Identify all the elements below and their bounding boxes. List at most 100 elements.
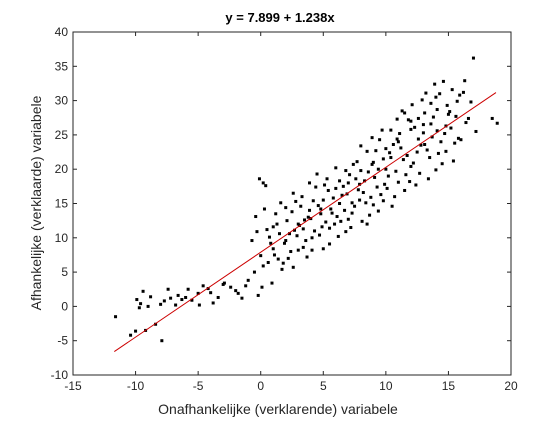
data-point: [146, 304, 150, 308]
data-point: [321, 198, 325, 202]
data-point: [328, 242, 332, 246]
data-point: [350, 211, 354, 215]
data-point: [423, 111, 427, 115]
x-tick-label: -5: [193, 379, 204, 393]
data-point: [186, 287, 190, 291]
data-point: [162, 299, 166, 303]
data-point: [174, 303, 178, 307]
data-point: [395, 137, 399, 141]
data-point: [209, 291, 213, 295]
chart-title: y = 7.899 + 1.238x: [225, 10, 335, 25]
data-point: [254, 215, 258, 219]
data-point: [403, 188, 407, 192]
data-point: [276, 257, 280, 261]
data-point: [259, 254, 263, 258]
data-point: [334, 186, 338, 190]
data-point: [134, 329, 138, 333]
data-point: [376, 209, 380, 213]
data-point: [296, 248, 300, 252]
data-point: [160, 339, 164, 343]
data-point: [401, 158, 405, 162]
data-point: [289, 250, 293, 254]
data-point: [391, 143, 395, 146]
data-point: [474, 129, 478, 133]
data-point: [216, 295, 220, 299]
data-point: [426, 177, 430, 181]
data-point: [351, 162, 355, 166]
data-point: [354, 177, 358, 181]
data-point: [385, 186, 389, 190]
data-point: [364, 201, 368, 205]
data-point: [255, 230, 259, 234]
data-point: [272, 253, 276, 257]
data-point: [308, 181, 312, 185]
data-point: [339, 219, 343, 223]
data-point: [455, 99, 459, 103]
data-point: [356, 188, 360, 192]
data-point: [379, 193, 383, 197]
data-point: [261, 264, 265, 268]
data-point: [149, 295, 153, 299]
data-point: [409, 164, 413, 168]
data-point: [394, 169, 398, 173]
data-point: [361, 191, 365, 195]
data-point: [318, 233, 322, 237]
data-point: [409, 119, 413, 123]
data-point: [333, 222, 337, 226]
data-point: [420, 98, 424, 102]
data-point: [291, 191, 295, 195]
data-point: [286, 256, 290, 260]
data-point: [381, 199, 385, 203]
data-point: [374, 149, 378, 153]
data-point: [471, 56, 475, 60]
data-point: [405, 153, 409, 157]
data-point: [310, 248, 314, 252]
data-point: [416, 116, 420, 120]
data-point: [355, 160, 359, 164]
data-point: [257, 177, 261, 181]
data-point: [365, 149, 369, 153]
data-point: [265, 228, 269, 232]
x-tick-label: 15: [442, 379, 456, 393]
data-point: [154, 322, 158, 326]
data-point: [310, 236, 314, 240]
data-point: [368, 213, 372, 217]
data-point: [139, 302, 143, 306]
data-point: [381, 157, 385, 161]
data-point: [366, 170, 370, 174]
data-point: [371, 203, 375, 207]
data-point: [444, 149, 448, 153]
data-point: [458, 93, 462, 97]
data-point: [277, 232, 281, 236]
data-point: [285, 219, 289, 223]
data-point: [313, 229, 317, 233]
data-point: [284, 206, 288, 210]
data-point: [375, 185, 379, 189]
data-point: [270, 281, 274, 285]
data-point: [411, 161, 415, 165]
data-point: [446, 112, 450, 116]
x-tick-label: 20: [504, 379, 518, 393]
data-point: [288, 232, 291, 236]
data-point: [114, 315, 118, 319]
data-point: [370, 162, 374, 166]
x-tick-label: -15: [64, 379, 82, 393]
data-point: [466, 116, 470, 120]
data-point: [384, 147, 388, 151]
data-point: [300, 195, 304, 199]
data-point: [388, 151, 392, 155]
y-axis-label: Afhankelijke (verklaarde) variabele: [28, 95, 44, 310]
data-point: [435, 129, 439, 133]
data-point: [384, 167, 388, 171]
data-point: [293, 228, 296, 232]
data-point: [137, 306, 141, 310]
data-point: [267, 235, 271, 239]
data-point: [244, 284, 248, 288]
y-tick-label: 35: [55, 59, 69, 73]
data-point: [311, 199, 315, 203]
data-point: [406, 118, 410, 122]
data-point: [190, 298, 194, 302]
data-point: [176, 293, 180, 297]
data-point: [206, 287, 210, 291]
data-point: [418, 171, 422, 175]
